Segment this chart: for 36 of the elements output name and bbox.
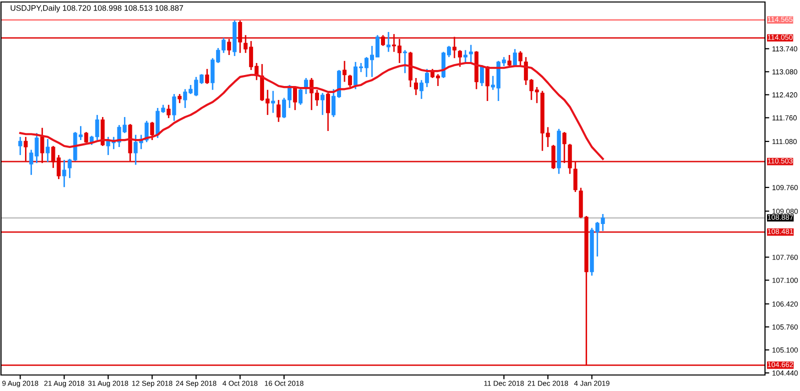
candlestick (348, 74, 352, 88)
candlestick (84, 131, 88, 144)
candlestick (403, 49, 407, 74)
candlestick (205, 68, 210, 85)
candlestick (326, 92, 330, 132)
candlestick (150, 121, 154, 141)
candlestick (573, 161, 578, 193)
candlestick (452, 36, 456, 59)
candlestick (276, 99, 281, 123)
candlestick (172, 93, 176, 122)
candlestick (62, 159, 66, 188)
candlestick (386, 31, 390, 53)
candlestick (320, 92, 325, 116)
candlestick (271, 90, 276, 114)
candlestick (463, 49, 468, 64)
candlestick (381, 34, 385, 47)
candlestick (298, 86, 303, 106)
candlestick (468, 44, 473, 63)
candlestick (227, 38, 232, 56)
candlestick (414, 77, 418, 96)
candlestick (458, 49, 462, 68)
candlestick (568, 143, 572, 175)
candlestick (40, 127, 44, 164)
candlestick (46, 138, 50, 163)
candlestick (166, 104, 171, 119)
candlestick (238, 20, 242, 54)
candlestick (342, 60, 347, 83)
candlestick (485, 65, 490, 102)
candlestick (178, 93, 182, 104)
candlestick (551, 144, 556, 170)
candlestick (144, 120, 149, 143)
candlestick (18, 136, 22, 156)
candlestick (562, 131, 566, 164)
candlestick (507, 54, 512, 68)
candlestick (24, 136, 28, 162)
candlestick (518, 50, 522, 67)
